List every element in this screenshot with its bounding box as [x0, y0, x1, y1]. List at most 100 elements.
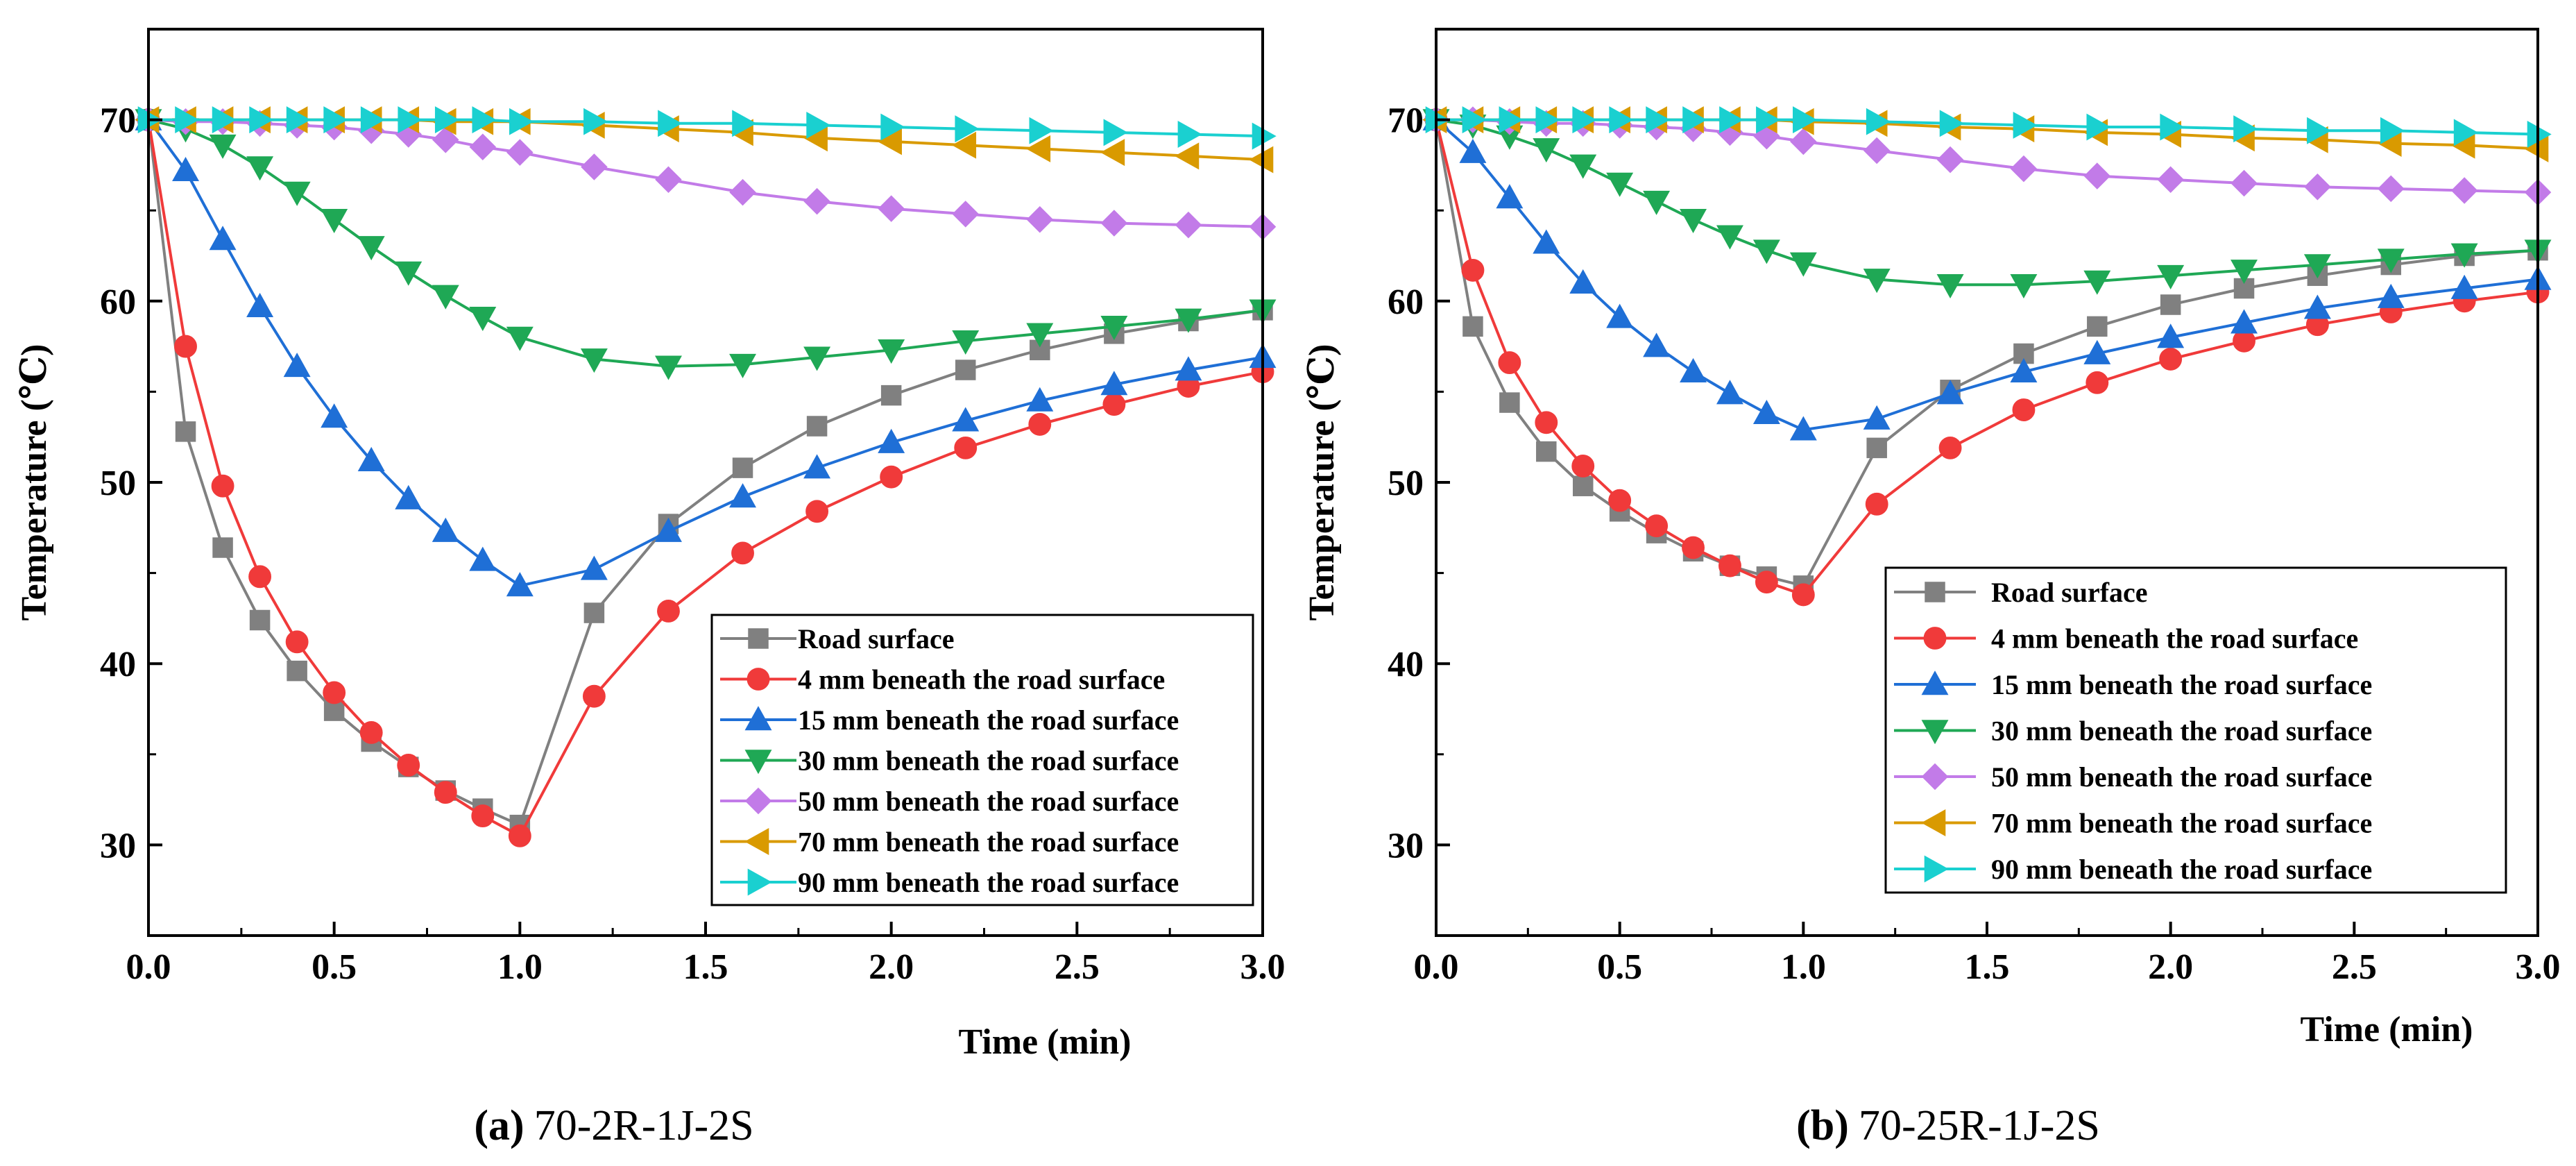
series-layer — [1422, 105, 2552, 607]
data-point — [472, 106, 497, 134]
data-point — [469, 306, 497, 332]
series-6 — [137, 106, 1277, 150]
data-point — [1498, 351, 1521, 375]
legend-label: Road surface — [798, 623, 955, 654]
legend-label: 30 mm beneath the road surface — [798, 745, 1179, 777]
data-point — [1866, 437, 1887, 459]
data-point — [2086, 113, 2111, 141]
data-point — [1026, 387, 1054, 412]
data-point — [1791, 583, 1815, 607]
legend-entry: 50 mm beneath the road surface — [1894, 761, 2372, 793]
x-tick-label: 1.5 — [683, 947, 728, 987]
legend-marker — [744, 750, 772, 775]
data-point — [1461, 258, 1485, 282]
data-point — [175, 421, 196, 442]
panel-a: 0.0 0.5 1.0 1.5 2.0 2.5 3.0 30 40 50 60 70 Time (m… — [15, 28, 1286, 1149]
data-point — [2233, 115, 2258, 143]
svg-text:(a) 70-2R-1J-2S: (a) 70-2R-1J-2S — [474, 1102, 753, 1149]
series-2 — [1422, 105, 2552, 441]
data-point — [323, 106, 348, 134]
data-point — [2450, 243, 2478, 268]
data-point — [878, 195, 905, 222]
data-point — [2303, 294, 2331, 319]
data-point — [1102, 393, 1126, 416]
data-point — [1756, 106, 1781, 134]
data-point — [1100, 210, 1128, 237]
data-point — [2083, 270, 2111, 295]
series-line — [148, 118, 1263, 228]
data-point — [1175, 356, 1202, 381]
data-point — [283, 181, 311, 206]
x-tick-label: 1.0 — [1781, 947, 1826, 987]
data-point — [952, 201, 979, 228]
data-point — [732, 457, 753, 478]
data-point — [1863, 405, 1891, 430]
data-point — [471, 804, 495, 828]
data-point — [2307, 117, 2332, 144]
data-point — [432, 517, 459, 542]
y-tick-labels: 30 40 50 60 70 — [100, 101, 136, 866]
series-line — [148, 118, 1263, 368]
data-point — [209, 226, 237, 251]
data-point — [1863, 269, 1891, 294]
data-point — [1029, 117, 1054, 144]
data-point — [249, 106, 274, 134]
caption-text: 70-2R-1J-2S — [534, 1102, 754, 1149]
data-point — [2010, 155, 2038, 183]
series-line — [1435, 118, 2539, 287]
data-point — [1939, 110, 1964, 137]
data-point — [397, 754, 420, 777]
data-point — [806, 416, 828, 437]
data-point — [506, 572, 534, 597]
svg-text:(b) 70-25R-1J-2S: (b) 70-25R-1J-2S — [1796, 1102, 2100, 1149]
series-2 — [135, 105, 1277, 597]
data-point — [248, 565, 272, 589]
x-tick-label: 3.0 — [2516, 947, 2561, 987]
data-point — [1571, 455, 1595, 478]
data-point — [581, 153, 608, 180]
legend-label: 90 mm beneath the road surface — [1991, 854, 2372, 885]
y-tick-label: 40 — [1388, 645, 1424, 684]
y-tick-label: 40 — [100, 645, 136, 684]
data-point — [432, 285, 459, 310]
x-tick-label: 3.0 — [1240, 947, 1286, 987]
legend-entry: 4 mm beneath the road surface — [1894, 623, 2358, 654]
caption-letter: (a) — [474, 1102, 524, 1149]
legend-marker — [748, 628, 769, 649]
y-tick-label: 50 — [1388, 464, 1424, 503]
tick-marks — [1435, 28, 2539, 937]
data-point — [1177, 121, 1202, 148]
data-point — [1030, 339, 1050, 361]
data-point — [174, 335, 197, 358]
data-point — [1533, 229, 1560, 254]
data-point — [1682, 106, 1707, 134]
data-point — [2450, 274, 2478, 299]
data-point — [2157, 323, 2185, 348]
data-point — [1936, 273, 1964, 299]
data-point — [1789, 252, 1817, 277]
data-point — [1646, 106, 1671, 134]
data-point — [283, 353, 311, 378]
legend-label: Road surface — [1991, 577, 2148, 608]
data-point — [729, 353, 757, 378]
series-layer — [135, 105, 1277, 847]
x-axis-title: Time (min) — [959, 1022, 1132, 1062]
data-point — [880, 465, 903, 489]
data-point — [1175, 142, 1200, 170]
series-line — [148, 118, 1263, 138]
data-point — [2450, 177, 2478, 204]
data-point — [246, 156, 274, 181]
y-tick-label: 60 — [100, 282, 136, 322]
data-point — [582, 684, 606, 708]
x-tick-label: 2.5 — [2332, 947, 2377, 987]
y-tick-label: 70 — [100, 101, 136, 141]
data-point — [1606, 172, 1634, 197]
data-point — [658, 110, 683, 137]
data-point — [1496, 184, 1524, 209]
data-point — [654, 517, 682, 542]
series-1 — [137, 108, 1274, 847]
data-point — [2377, 248, 2405, 273]
legend-label: 70 mm beneath the road surface — [1991, 808, 2372, 839]
data-point — [878, 339, 905, 364]
data-point — [434, 106, 460, 134]
